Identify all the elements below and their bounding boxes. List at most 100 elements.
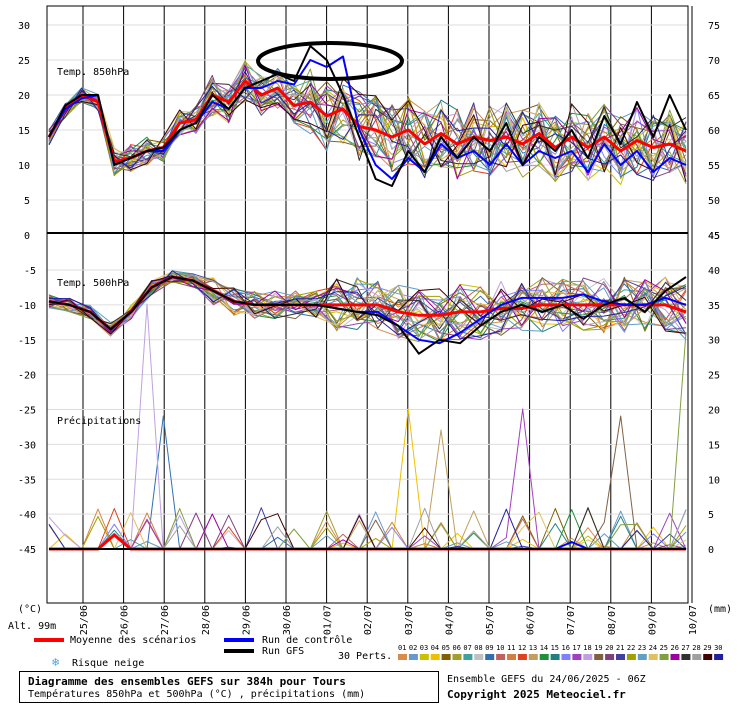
- pert-color-swatch: [626, 654, 636, 660]
- plot-frame: [46, 5, 689, 604]
- x-tick-label: 10/07: [688, 605, 699, 635]
- y-tick-left: -35: [18, 475, 36, 486]
- pert-color-swatch: [637, 654, 647, 660]
- y-tick-left: -45: [18, 545, 36, 556]
- footer-title: Diagramme des ensembles GEFS sur 384h po…: [28, 675, 346, 688]
- pert-line-500: [48, 271, 687, 342]
- x-tick-label: 05/07: [485, 605, 496, 635]
- y-tick-left: -25: [18, 406, 36, 417]
- y-tick-left: 20: [18, 91, 30, 102]
- pert-number: 06: [453, 644, 461, 652]
- legend-perts-label: 30 Perts.: [338, 651, 392, 662]
- y-tick-right: 35: [708, 301, 720, 312]
- x-tick-label: 29/06: [241, 605, 252, 635]
- pert-number: 14: [540, 644, 548, 652]
- pert-number: 19: [594, 644, 602, 652]
- pert-color-swatch: [550, 654, 560, 660]
- y-tick-right: 0: [708, 545, 714, 556]
- y-tick-left: -20: [18, 371, 36, 382]
- pert-line-850: [48, 76, 687, 185]
- pert-color-swatch: [714, 654, 724, 660]
- series-temperature-500hPa-2: [48, 276, 687, 355]
- series-temperature-850hPa-1: [48, 55, 687, 180]
- x-tick-label: 26/06: [120, 605, 131, 635]
- pert-color-swatch: [681, 654, 691, 660]
- gfs-highlight-ellipse: [256, 41, 404, 81]
- x-tick-label: 04/07: [444, 605, 455, 635]
- footer-run: Ensemble GEFS du 24/06/2025 - 06Z: [447, 674, 646, 685]
- pert-number: 02: [409, 644, 417, 652]
- axis-labels: 25/06 26/06 27/06 28/06 29/06 30/06 01/07 02/07…: [18, 21, 720, 635]
- pert-color-swatch: [616, 654, 625, 660]
- series-temperature-850hPa-2: [48, 45, 687, 187]
- x-tick-label: 03/07: [404, 605, 415, 635]
- x-tick-label: 28/06: [201, 605, 212, 635]
- pert-color-swatch: [517, 654, 527, 660]
- pert-number: 16: [562, 644, 570, 652]
- pert-line-850: [48, 70, 687, 181]
- pert-number: 12: [518, 644, 526, 652]
- altitude-label: Alt. 99m: [8, 621, 56, 632]
- pert-color-swatch: [496, 654, 506, 660]
- unit-right: (mm): [708, 604, 732, 615]
- pert-number: 03: [420, 644, 428, 652]
- pert-color-swatch: [670, 654, 680, 660]
- pert-color-swatch: [703, 654, 713, 660]
- pert-number: 04: [431, 644, 439, 652]
- y-tick-right: 50: [708, 196, 720, 207]
- pert-number: 25: [660, 644, 668, 652]
- x-tick-label: 08/07: [607, 605, 618, 635]
- pert-color-swatch: [692, 654, 702, 660]
- y-tick-right: 30: [708, 336, 720, 347]
- y-tick-left: 30: [18, 21, 30, 32]
- pert-color-swatch: [398, 654, 407, 660]
- panel-label-850: Temp. 850hPa: [57, 67, 129, 78]
- pert-line-850: [48, 78, 687, 181]
- pert-color-swatch: [474, 654, 484, 660]
- y-tick-right: 75: [708, 21, 720, 32]
- pert-color-swatch: [648, 654, 658, 660]
- y-tick-left: -40: [18, 510, 36, 521]
- y-tick-right: 25: [708, 371, 720, 382]
- unit-left: (°C): [18, 604, 42, 615]
- pert-number: 07: [463, 644, 471, 652]
- y-tick-right: 55: [708, 161, 720, 172]
- pert-color-swatch: [528, 654, 538, 660]
- pert-color-swatch: [463, 654, 473, 660]
- x-tick-label: 09/07: [647, 605, 658, 635]
- pert-number: 30: [714, 644, 722, 652]
- legend-mean-label: Moyenne des scénarios: [70, 634, 196, 646]
- pert-number: 27: [681, 644, 689, 652]
- pert-color-swatch: [452, 654, 462, 660]
- pert-color-swatch: [605, 654, 615, 660]
- pert-color-swatch: [507, 654, 516, 660]
- legend-snow-label: Risque neige: [72, 658, 144, 669]
- pert-line-850: [48, 81, 687, 165]
- pert-color-swatch: [441, 654, 451, 660]
- y-tick-right: 5: [708, 510, 714, 521]
- main-series-lines: [47, 45, 687, 551]
- y-tick-left: 5: [24, 196, 30, 207]
- pert-number: 08: [474, 644, 482, 652]
- y-tick-right: 65: [708, 91, 720, 102]
- y-tick-left: -30: [18, 440, 36, 451]
- pert-number: 05: [442, 644, 450, 652]
- pert-line-500: [48, 276, 687, 333]
- y-tick-right: 45: [708, 231, 720, 242]
- pert-color-swatch: [583, 654, 593, 660]
- pert-color-swatch: [419, 654, 429, 660]
- footer-copyright: Copyright 2025 Meteociel.fr: [447, 688, 626, 701]
- panel-label-precip: Précipitations: [57, 415, 141, 427]
- perturbation-legend: 01 02 03 04 05 06 07 08 09 10 11 12 13 14 15 16 17 18 19 20…: [398, 644, 724, 660]
- plot-border: [46, 5, 689, 604]
- pert-number: 09: [485, 644, 493, 652]
- pert-number: 23: [638, 644, 646, 652]
- panel-label-500: Temp. 500hPa: [57, 278, 129, 289]
- x-tick-label: 25/06: [79, 605, 90, 635]
- y-tick-left: 10: [18, 161, 30, 172]
- pert-number: 11: [507, 644, 515, 652]
- pert-color-swatch: [572, 654, 582, 660]
- pert-number: 13: [529, 644, 537, 652]
- x-tick-label: 02/07: [363, 605, 374, 635]
